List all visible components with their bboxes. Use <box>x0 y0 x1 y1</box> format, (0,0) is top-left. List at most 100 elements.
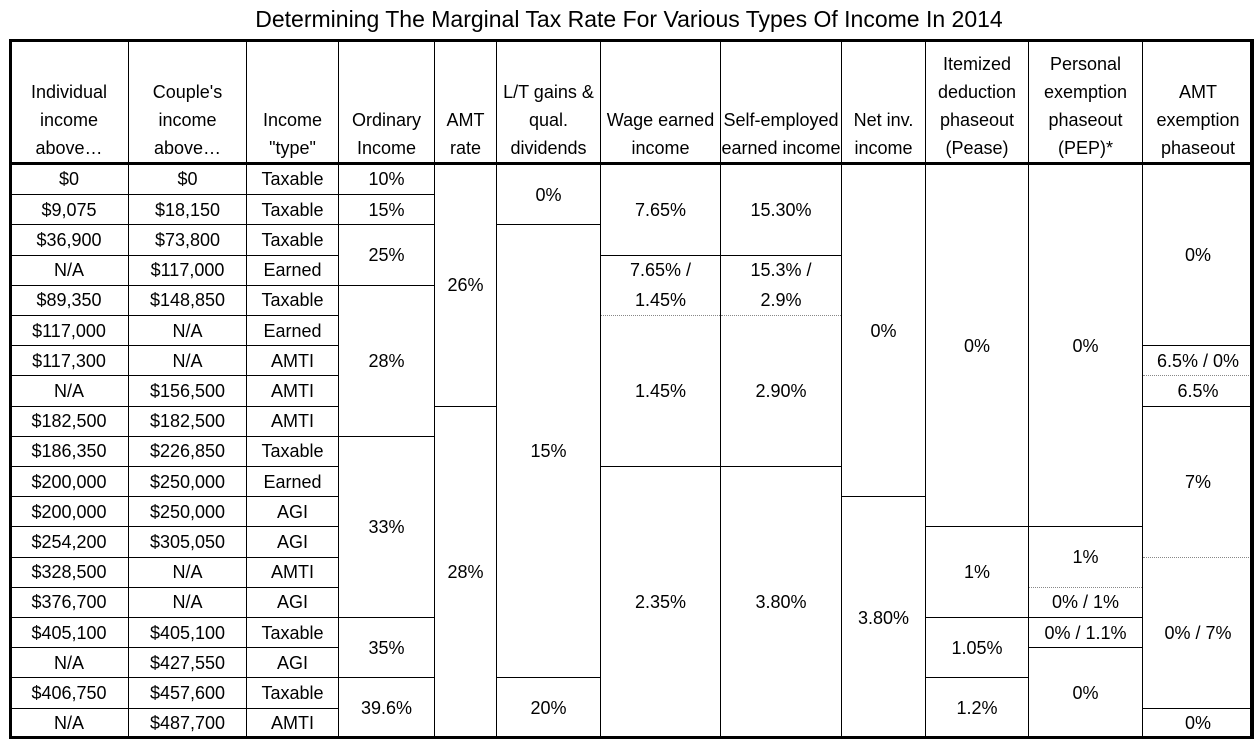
table-row: $406,750 $457,600 Taxable 39.6% 20% 1.2% <box>9 677 1254 739</box>
cell-individual: $36,900 <box>9 224 129 256</box>
cell-type: Earned <box>246 465 339 498</box>
cell-couple: $457,600 <box>128 677 247 709</box>
cell-type: Taxable <box>246 677 339 709</box>
page-title: Determining The Marginal Tax Rate For Va… <box>255 6 1003 32</box>
cell-type: AGI <box>246 586 339 618</box>
cell-type: Earned <box>246 314 339 347</box>
cell-couple: $305,050 <box>128 526 247 558</box>
header-self-employed: Self-employed earned income <box>720 39 842 165</box>
cell-self: 15.30% <box>720 163 842 256</box>
cell-type: AMTI <box>246 405 339 437</box>
table-row: $0 $0 Taxable 10% 26% 0% 7.65% 15.30% 0%… <box>9 163 1254 528</box>
cell-pep: 1% <box>1028 526 1143 588</box>
cell-individual: $406,750 <box>9 677 129 709</box>
header-net-investment: Net inv. income <box>841 39 926 165</box>
cell-type: AGI <box>246 526 339 558</box>
cell-individual: $200,000 <box>9 465 129 498</box>
cell-couple: $405,100 <box>128 616 247 649</box>
table-row: N/A $487,700 AMTI 0% <box>9 707 1254 740</box>
cell-type: AMTI <box>246 345 339 377</box>
table-row: $89,350 $148,850 Taxable 28% 1.45% 2.9% <box>9 284 1254 437</box>
cell-wage: 1.45% <box>600 285 721 316</box>
cell-individual: $254,200 <box>9 526 129 558</box>
cell-type: AMTI <box>246 707 339 740</box>
header-amt-exemption: AMT exemption phaseout <box>1142 39 1254 165</box>
cell-couple: N/A <box>128 314 247 347</box>
cell-type: Taxable <box>246 163 339 196</box>
cell-pease: 1.05% <box>925 616 1029 679</box>
header-amt-rate: AMT rate <box>434 39 497 165</box>
cell-ordinary: 39.6% <box>338 677 435 739</box>
cell-individual: $200,000 <box>9 496 129 528</box>
cell-amt-rate: 26% <box>434 163 497 407</box>
cell-type: Taxable <box>246 194 339 226</box>
cell-couple: N/A <box>128 345 247 377</box>
cell-pease: 0% <box>925 163 1029 528</box>
header-lt-gains: L/T gains & qual. dividends <box>496 39 601 165</box>
cell-type: AMTI <box>246 556 339 588</box>
cell-amt-exemption: 0% <box>1142 163 1254 347</box>
cell-couple: $148,850 <box>128 284 247 316</box>
cell-ltcg: 15% <box>496 224 601 679</box>
cell-pep: 0% / 1% <box>1028 586 1143 618</box>
cell-ltcg: 0% <box>496 163 601 226</box>
cell-wage: 2.35% <box>600 465 721 740</box>
cell-type: Taxable <box>246 435 339 467</box>
cell-ordinary: 35% <box>338 616 435 679</box>
cell-couple: $117,000 <box>128 254 247 286</box>
cell-couple: $0 <box>128 163 247 196</box>
cell-couple: $18,150 <box>128 194 247 226</box>
cell-amt-exemption: 0% / 7% <box>1142 556 1254 709</box>
cell-pep: 0% <box>1028 647 1143 739</box>
cell-self: 15.3% / <box>720 254 842 286</box>
cell-self: 2.90% <box>720 314 842 467</box>
cell-pease: 1% <box>925 526 1029 618</box>
table-row: $186,350 $226,850 Taxable 33% <box>9 435 1254 618</box>
cell-couple: $487,700 <box>128 707 247 740</box>
cell-amt-exemption: 6.5% / 0% <box>1142 345 1254 377</box>
table-row: $254,200 $305,050 AGI 1% 1% <box>9 526 1254 618</box>
header-row: Individual income above… Couple's income… <box>9 39 1254 165</box>
cell-wage: 7.65% / <box>600 254 721 286</box>
table-row: N/A $117,000 Earned 7.65% / 15.3% / <box>9 254 1254 286</box>
header-ordinary-income: Ordinary Income <box>338 39 435 165</box>
cell-individual: $376,700 <box>9 586 129 618</box>
header-income-type: Income "type" <box>246 39 339 165</box>
cell-couple: $182,500 <box>128 405 247 437</box>
header-pease: Itemized deduction phaseout (Pease) <box>925 39 1029 165</box>
cell-amt-exemption: 7% <box>1142 405 1254 558</box>
cell-individual: $117,000 <box>9 314 129 347</box>
cell-wage: 1.45% <box>600 314 721 467</box>
header-pep: Personal exemption phaseout (PEP)* <box>1028 39 1143 165</box>
cell-type: Taxable <box>246 284 339 316</box>
cell-ordinary: 10% <box>338 163 435 196</box>
cell-type: Taxable <box>246 616 339 649</box>
cell-niit: 3.80% <box>841 496 926 739</box>
cell-type: AMTI <box>246 375 339 407</box>
cell-ordinary: 25% <box>338 224 435 286</box>
table-row: $200,000 $250,000 Earned 2.35% 3.80% <box>9 465 1254 740</box>
table-row: N/A $156,500 AMTI 6.5% <box>9 375 1254 407</box>
cell-ordinary: 15% <box>338 194 435 226</box>
cell-individual: $405,100 <box>9 616 129 649</box>
cell-individual: $186,350 <box>9 435 129 467</box>
cell-type: Taxable <box>246 224 339 256</box>
cell-couple: $427,550 <box>128 647 247 679</box>
cell-individual: $89,350 <box>9 284 129 316</box>
cell-individual: N/A <box>9 707 129 740</box>
cell-individual: $117,300 <box>9 345 129 377</box>
cell-amt-exemption: 6.5% <box>1142 375 1254 407</box>
cell-amt-exemption: 0% <box>1142 707 1254 740</box>
cell-niit: 0% <box>841 163 926 498</box>
table-row: $9,075 $18,150 Taxable 15% <box>9 194 1254 226</box>
cell-individual: $9,075 <box>9 194 129 226</box>
cell-pep: 0% <box>1028 163 1143 528</box>
cell-self: 3.80% <box>720 465 842 740</box>
cell-couple: $250,000 <box>128 465 247 498</box>
header-couple: Couple's income above… <box>128 39 247 165</box>
cell-amt-rate: 28% <box>434 405 497 740</box>
cell-couple: $250,000 <box>128 496 247 528</box>
cell-couple: $226,850 <box>128 435 247 467</box>
cell-individual: N/A <box>9 647 129 679</box>
cell-individual: $0 <box>9 163 129 196</box>
